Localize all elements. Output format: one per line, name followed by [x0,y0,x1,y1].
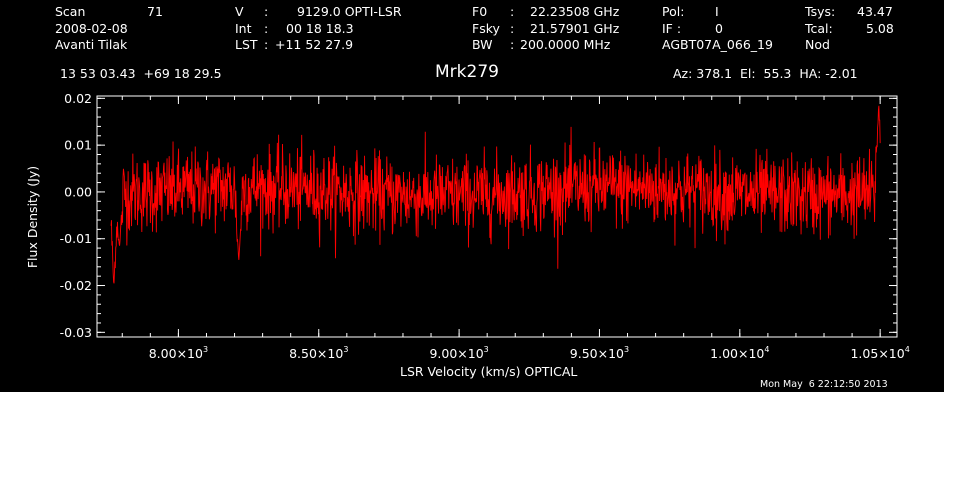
obs-mode: Nod [805,37,830,52]
x-tick-mantissa: 1.05 [850,346,878,361]
x-tick-label: 8.00×103 [149,345,208,361]
x-tick-mantissa: 9.50 [570,346,598,361]
bw-label: BW [472,37,493,52]
x-tick-mantissa: 1.00 [710,346,738,361]
x-axis-title: LSR Velocity (km/s) OPTICAL [400,364,578,379]
series-layer [110,105,881,284]
x-tick-exponent: 3 [203,345,208,354]
bw-sep: : [510,37,515,52]
x-tick-mantissa: 8.50 [289,346,317,361]
x-tick-label: 9.00×103 [429,345,488,361]
ticks-layer: 0.020.010.00-0.01-0.02-0.038.00×103 8.50×… [60,91,910,361]
source-coords: 13 53 03.43 +69 18 29.5 [60,66,222,81]
x-tick-times: ×10 [317,346,343,361]
x-tick-label: 1.00×104 [710,345,769,361]
spectrum-line [110,105,881,284]
plot-panel: Scan 71 2008-02-08 Avanti Tilak V : 9129… [0,0,944,392]
tcal-value: 5.08 [866,21,894,36]
f0-label: F0 [472,4,488,19]
fsky-label: Fsky [472,21,500,36]
obs-date: 2008-02-08 [55,21,128,36]
tcal-label: Tcal: [805,21,833,36]
x-tick-label: 8.50×103 [289,345,348,361]
x-tick-times: ×10 [457,346,483,361]
x-tick-exponent: 4 [764,345,769,354]
lst-label: LST [235,37,258,52]
x-tick-mantissa: 9.00 [429,346,457,361]
x-tick-times: ×10 [177,346,203,361]
scan-value: 71 [147,4,163,19]
int-value: 00 18 18.3 [286,21,354,36]
pointing-info: Az: 378.1 El: 55.3 HA: -2.01 [673,66,858,81]
fsky-value: 21.57901 GHz [530,21,620,36]
x-tick-label: 1.05×104 [850,345,909,361]
v-sep: : [264,4,269,19]
pol-label: Pol: [662,4,685,19]
x-tick-times: ×10 [738,346,764,361]
fsky-sep: : [510,21,515,36]
x-tick-exponent: 3 [343,345,348,354]
f0-value: 22.23508 GHz [530,4,620,19]
axes-layer [96,95,898,338]
v-value: 9129.0 OPTI-LSR [297,4,402,19]
project-id: AGBT07A_066_19 [662,37,773,52]
x-tick-times: ×10 [598,346,624,361]
if-label: IF : [662,21,682,36]
bw-value: 200.0000 MHz [520,37,611,52]
pol-value: I [715,4,719,19]
y-tick-label: 0.00 [64,184,92,199]
footer-timestamp: Mon May 6 22:12:50 2013 [760,379,888,390]
f0-sep: : [510,4,515,19]
v-label: V [235,4,244,19]
scan-label: Scan [55,4,86,19]
x-tick-label: 9.50×103 [570,345,629,361]
x-tick-times: ×10 [878,346,904,361]
y-tick-label: 0.02 [64,91,92,106]
y-tick-label: -0.03 [60,325,92,340]
x-tick-exponent: 4 [905,345,910,354]
y-tick-label: -0.01 [60,231,92,246]
int-sep: : [264,21,269,36]
int-label: Int [235,21,252,36]
y-tick-label: -0.02 [60,278,92,293]
lst-value: +11 52 27.9 [275,37,354,52]
lst-sep: : [264,37,269,52]
y-axis-title: Flux Density (Jy) [25,166,40,268]
tsys-label: Tsys: [805,4,836,19]
tsys-value: 43.47 [857,4,893,19]
x-tick-mantissa: 8.00 [149,346,177,361]
plot-frame [96,95,898,338]
x-tick-exponent: 3 [624,345,629,354]
if-value: 0 [715,21,723,36]
chart-area: Flux Density (Jy) 0.02 0.01 0.00 -0.01 -0.02… [25,91,910,361]
x-tick-exponent: 3 [484,345,489,354]
chart-title: Mrk279 [435,62,499,82]
y-tick-label: 0.01 [64,138,92,153]
observer: Avanti Tilak [55,37,128,52]
